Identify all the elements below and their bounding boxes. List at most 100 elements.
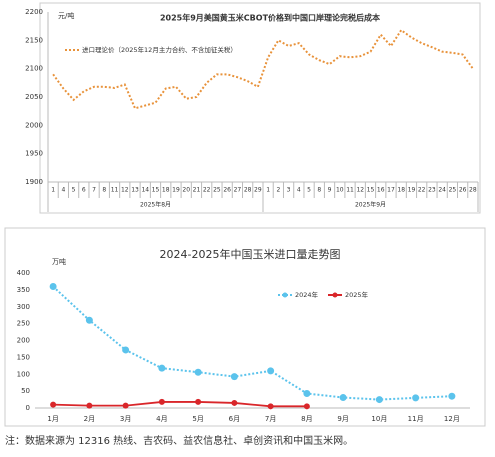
data-point [86,402,93,409]
data-point [85,316,93,324]
x-tick-label: 22 [203,187,211,194]
x-tick-label: 12 [121,187,129,194]
x-tick-label: 21 [193,187,201,194]
data-point [303,403,310,410]
x-tick-label: 19 [408,187,416,194]
y-tick-label: 400 [17,269,30,277]
legend-label: 2025年 [345,290,369,299]
data-point [448,392,456,400]
x-tick-label: 12 [356,187,364,194]
x-tick-label: 5月 [192,415,203,423]
x-tick-label: 28 [244,187,252,194]
y-tick-label: 2150 [25,36,43,44]
data-point [375,396,383,404]
legend-marker [282,292,288,298]
y-tick-label: 0 [26,404,30,412]
y-tick-label: 300 [17,303,30,311]
data-point [50,401,57,408]
data-point [339,394,347,402]
x-tick-label: 3月 [120,415,131,423]
x-tick-label: 15 [152,187,160,194]
x-tick-label: 2 [276,187,280,194]
data-point [412,394,420,402]
x-tick-label: 3 [287,187,291,194]
x-tick-label: 5 [72,187,76,194]
x-tick-label: 6 [82,187,86,194]
legend-marker [332,292,338,298]
x-tick-label: 15 [367,187,375,194]
y-tick-label: 150 [17,353,30,361]
x-tick-label: 7月 [265,415,276,423]
data-point [122,402,129,409]
x-tick-label: 11 [111,187,119,194]
x-tick-label: 10月 [371,415,387,423]
y-tick-label: 50 [21,387,30,395]
x-tick-label: 13 [131,187,139,194]
y-tick-label: 1900 [25,178,43,186]
series-line [53,401,307,408]
chart-frame [39,2,481,214]
x-tick-label: 5 [307,187,311,194]
x-tick-label: 18 [162,187,170,194]
x-tick-label: 1月 [47,415,58,423]
y-axis-unit: 万吨 [52,257,66,266]
footnote: 注：数据来源为 12316 热线、吉农码、益农信息社、卓创资讯和中国玉米网。 [5,434,353,447]
chart-frame [4,227,486,427]
y-tick-label: 1950 [25,150,43,158]
data-point [231,399,238,406]
x-tick-label: 4 [297,187,301,194]
x-tick-label: 8 [102,187,106,194]
x-tick-label: 25 [213,187,221,194]
x-tick-label: 11 [346,187,354,194]
x-tick-label: 19 [172,187,180,194]
x-tick-label: 12月 [444,415,460,423]
data-point [195,398,202,405]
x-tick-label: 22 [418,187,426,194]
x-tick-label: 20 [182,187,190,194]
x-tick-label: 18 [397,187,405,194]
x-tick-label: 7 [92,187,96,194]
data-point [267,367,275,375]
y-tick-label: 2000 [25,121,43,129]
group-label: 2025年8月 [140,201,171,209]
x-tick-label: 6月 [229,415,240,423]
x-tick-label: 17 [387,187,395,194]
y-axis-unit: 元/吨 [58,11,74,20]
legend-label: 进口理论价（2025年12月主力合约、不含加征关税） [82,45,237,54]
group-label: 2025年9月 [355,201,386,209]
x-tick-label: 11月 [408,415,424,423]
y-tick-label: 350 [17,286,30,294]
y-tick-label: 100 [17,370,30,378]
y-tick-label: 2050 [25,93,43,101]
x-tick-label: 24 [438,187,446,194]
x-tick-label: 8月 [301,415,312,423]
data-point [303,389,311,397]
chart-title: 2025年9月美国黄玉米CBOT价格到中国口岸理论完税后成本 [160,13,380,23]
data-point [230,373,238,381]
x-tick-label: 16 [377,187,385,194]
x-tick-label: 1 [266,187,270,194]
x-tick-label: 1 [51,187,55,194]
x-tick-label: 29 [254,187,262,194]
y-tick-label: 2100 [25,65,43,73]
series-line [52,285,452,401]
data-point [122,346,130,354]
data-point [49,283,57,290]
x-tick-label: 9月 [337,415,348,423]
x-tick-label: 9 [328,187,332,194]
x-tick-label: 2月 [84,415,95,423]
x-tick-label: 8 [317,187,321,194]
x-tick-label: 27 [234,187,242,194]
y-tick-label: 2200 [25,8,43,16]
x-tick-label: 4月 [156,415,167,423]
data-point [267,403,274,410]
x-tick-label: 25 [449,187,457,194]
x-tick-label: 26 [223,187,231,194]
series-line [52,28,474,110]
y-tick-label: 200 [17,337,30,345]
x-tick-label: 23 [428,187,436,194]
data-point [158,364,166,372]
x-tick-label: 14 [141,187,149,194]
data-point [194,368,202,376]
